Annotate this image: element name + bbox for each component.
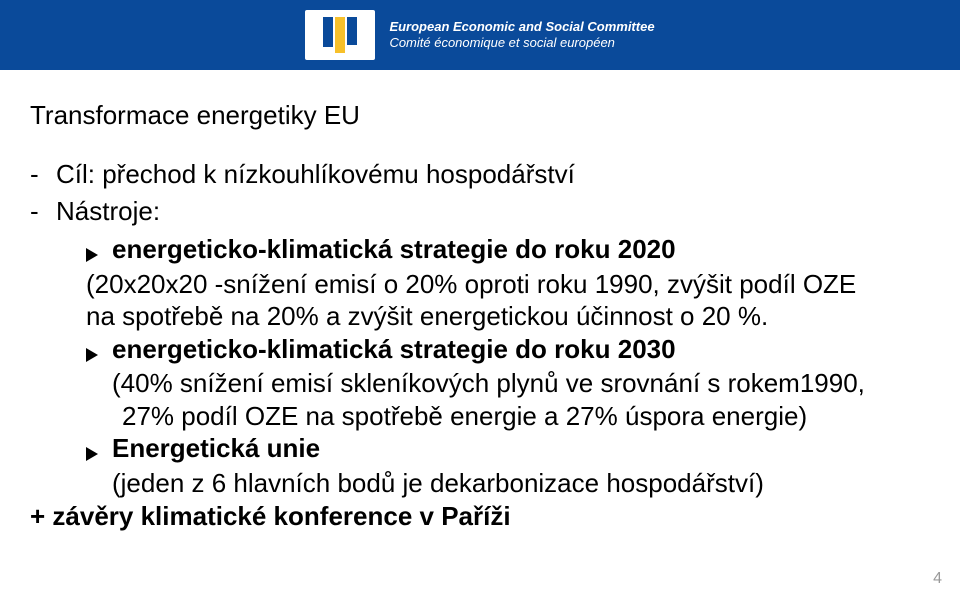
dash-icon: - (30, 159, 56, 190)
logo-bar-2 (335, 17, 345, 53)
bullet3-line1: (jeden z 6 hlavních bodů je dekarbonizac… (86, 467, 920, 500)
arrow-icon (86, 333, 112, 366)
bullet-strategy-2020: energeticko-klimatická strategie do roku… (30, 233, 920, 333)
bullet1-line1: (20x20x20 -snížení emisí o 20% oproti ro… (86, 268, 920, 301)
bullet2-title: energeticko-klimatická strategie do roku… (112, 333, 920, 366)
bullet2-line2-text: 27% podíl OZE na spotřebě energie a 27% … (122, 401, 807, 431)
logo-bar-3 (347, 17, 357, 45)
goal-line: - Cíl: přechod k nízkouhlíkovému hospodá… (30, 159, 920, 190)
eesc-logo-glyph (323, 17, 357, 53)
bullet-energy-union: Energetická unie (jeden z 6 hlavních bod… (30, 432, 920, 499)
org-name-fr: Comité économique et social européen (389, 35, 654, 51)
bullet3-line1-text: (jeden z 6 hlavních bodů je dekarbonizac… (112, 468, 764, 498)
logo-bar-1 (323, 17, 333, 47)
header-inner: European Economic and Social Committee C… (305, 10, 654, 60)
bullet2-line1-text: (40% snížení emisí skleníkových plynů ve… (112, 368, 865, 398)
tools-text: Nástroje: (56, 196, 160, 227)
org-name-en: European Economic and Social Committee (389, 19, 654, 35)
arrow-icon (86, 432, 112, 465)
goal-text: Cíl: přechod k nízkouhlíkovému hospodářs… (56, 159, 575, 190)
header-text: European Economic and Social Committee C… (389, 19, 654, 50)
bullet-strategy-2030: energeticko-klimatická strategie do roku… (30, 333, 920, 433)
dash-icon: - (30, 196, 56, 227)
bullet2-line2: 27% podíl OZE na spotřebě energie a 27% … (86, 400, 920, 433)
arrow-icon (86, 233, 112, 266)
plus-paris-line: + závěry klimatické konference v Paříži (30, 501, 920, 532)
bullet2-line1: (40% snížení emisí skleníkových plynů ve… (86, 367, 920, 400)
slide-content: Transformace energetiky EU - Cíl: přecho… (0, 70, 960, 532)
bullet3-title: Energetická unie (112, 433, 320, 463)
header-bar: European Economic and Social Committee C… (0, 0, 960, 70)
tools-line: - Nástroje: (30, 196, 920, 227)
bullet1-title: energeticko-klimatická strategie do roku… (112, 233, 920, 266)
page-number: 4 (933, 570, 942, 588)
slide-title: Transformace energetiky EU (30, 100, 920, 131)
eesc-logo (305, 10, 375, 60)
bullet1-line2: na spotřebě na 20% a zvýšit energetickou… (86, 300, 920, 333)
